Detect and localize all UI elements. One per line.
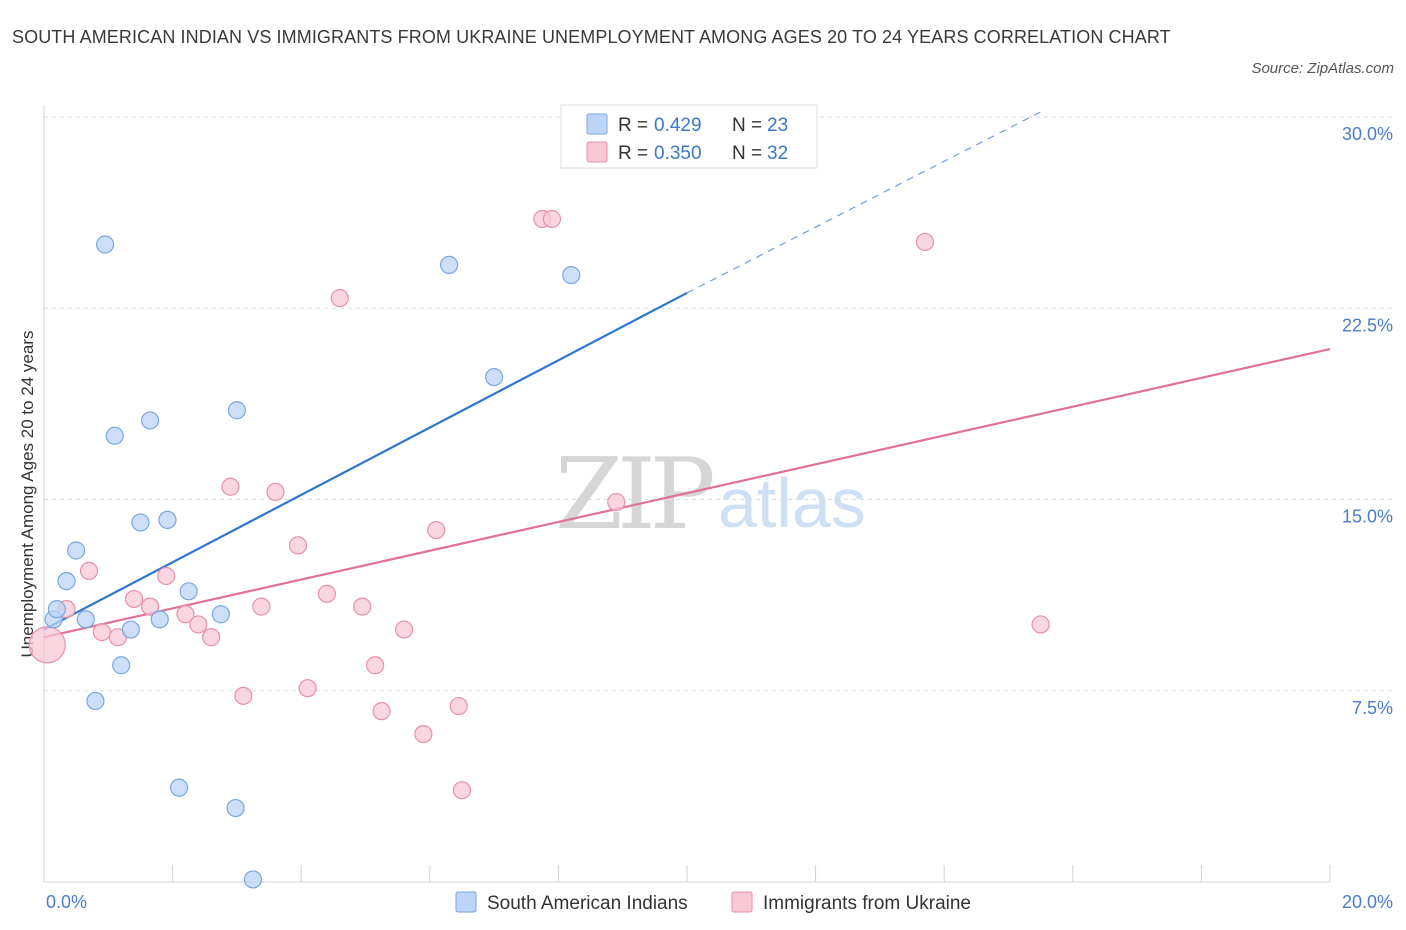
legend-n-label-blue: N = bbox=[732, 115, 762, 136]
point-pink bbox=[353, 597, 372, 616]
point-blue bbox=[243, 870, 263, 889]
point-pink bbox=[330, 288, 349, 308]
legend-swatch-pink bbox=[586, 141, 608, 163]
point-blue bbox=[76, 610, 95, 629]
point-pink bbox=[372, 702, 391, 721]
series-legend-label-blue: South American Indians bbox=[487, 893, 688, 914]
trend-line-pink bbox=[43, 347, 1331, 639]
point-blue bbox=[150, 610, 169, 629]
point-blue bbox=[131, 513, 150, 532]
point-pink bbox=[607, 492, 626, 512]
point-pink bbox=[394, 620, 414, 639]
legend-r-value-blue: 0.429 bbox=[654, 115, 702, 136]
point-pink bbox=[124, 589, 144, 609]
point-blue bbox=[562, 266, 581, 285]
series-legend-swatch-pink bbox=[731, 891, 753, 913]
point-blue bbox=[158, 510, 177, 530]
point-pink bbox=[414, 724, 433, 744]
point-pink bbox=[366, 656, 385, 675]
legend-r-value-pink: 0.350 bbox=[654, 143, 702, 164]
chart-title: SOUTH AMERICAN INDIAN VS IMMIGRANTS FROM… bbox=[12, 27, 1171, 47]
y-tick-label: 7.5% bbox=[1352, 698, 1393, 718]
point-blue bbox=[439, 255, 459, 274]
point-pink bbox=[288, 536, 308, 555]
y-tick-label: 30.0% bbox=[1342, 124, 1393, 144]
legend-n-value-blue: 23 bbox=[767, 115, 788, 136]
correlation-legend: R = 0.429 N = 23 R = 0.350 N = 32 bbox=[560, 104, 818, 169]
point-blue bbox=[226, 798, 245, 818]
series-legend-label-pink: Immigrants from Ukraine bbox=[763, 893, 971, 914]
series-legend-swatch-blue bbox=[455, 891, 477, 913]
point-blue bbox=[57, 571, 76, 591]
point-blue bbox=[121, 620, 140, 639]
point-pink bbox=[427, 520, 446, 540]
point-pink bbox=[221, 477, 240, 496]
trend-line-blue-extension bbox=[686, 111, 1041, 294]
data-points bbox=[28, 209, 1050, 889]
legend-swatch-blue bbox=[586, 113, 608, 135]
point-blue bbox=[47, 600, 66, 619]
legend-n-label-pink: N = bbox=[732, 143, 762, 164]
y-axis-label: Unemployment Among Ages 20 to 24 years bbox=[18, 331, 37, 658]
point-blue bbox=[105, 426, 124, 445]
point-pink bbox=[28, 626, 66, 664]
legend-r-label-pink: R = bbox=[618, 143, 648, 164]
point-blue bbox=[112, 656, 131, 675]
trend-line-blue bbox=[43, 291, 688, 631]
point-pink bbox=[92, 622, 111, 642]
point-blue bbox=[211, 605, 230, 624]
point-pink bbox=[189, 615, 208, 634]
point-blue bbox=[485, 368, 504, 387]
point-blue bbox=[169, 778, 189, 797]
x-tick-label-min: 0.0% bbox=[46, 892, 87, 912]
y-tick-label: 22.5% bbox=[1342, 315, 1393, 335]
point-blue bbox=[179, 582, 198, 601]
trend-lines bbox=[43, 111, 1331, 639]
watermark-zip: ZIP bbox=[555, 438, 713, 552]
point-pink bbox=[266, 482, 285, 501]
point-blue bbox=[140, 411, 160, 430]
point-pink bbox=[915, 232, 935, 252]
point-pink bbox=[449, 696, 468, 716]
series-legend: South American Indians Immigrants from U… bbox=[455, 891, 971, 914]
point-blue bbox=[95, 235, 115, 254]
point-pink bbox=[176, 605, 195, 624]
point-pink bbox=[157, 566, 176, 586]
point-pink bbox=[542, 209, 562, 229]
y-tick-label: 15.0% bbox=[1342, 507, 1393, 527]
x-tick-marks bbox=[172, 865, 1331, 882]
point-pink bbox=[452, 781, 472, 800]
gridlines bbox=[44, 116, 1392, 692]
y-tick-labels: 7.5% 15.0% 22.5% 30.0% bbox=[1342, 124, 1393, 718]
point-pink bbox=[1031, 615, 1050, 634]
source-credit: Source: ZipAtlas.com bbox=[1251, 60, 1394, 77]
point-pink bbox=[202, 628, 221, 647]
point-pink bbox=[298, 679, 317, 698]
point-blue bbox=[227, 401, 246, 420]
point-pink bbox=[317, 584, 337, 603]
point-blue bbox=[86, 691, 105, 711]
point-blue bbox=[67, 541, 86, 560]
point-pink bbox=[79, 561, 99, 581]
x-tick-label-max: 20.0% bbox=[1342, 892, 1393, 912]
point-pink bbox=[234, 686, 253, 705]
legend-r-label-blue: R = bbox=[618, 115, 648, 136]
point-pink bbox=[140, 597, 160, 616]
point-pink bbox=[252, 597, 271, 616]
watermark-atlas: atlas bbox=[718, 464, 866, 542]
legend-n-value-pink: 32 bbox=[767, 143, 788, 164]
